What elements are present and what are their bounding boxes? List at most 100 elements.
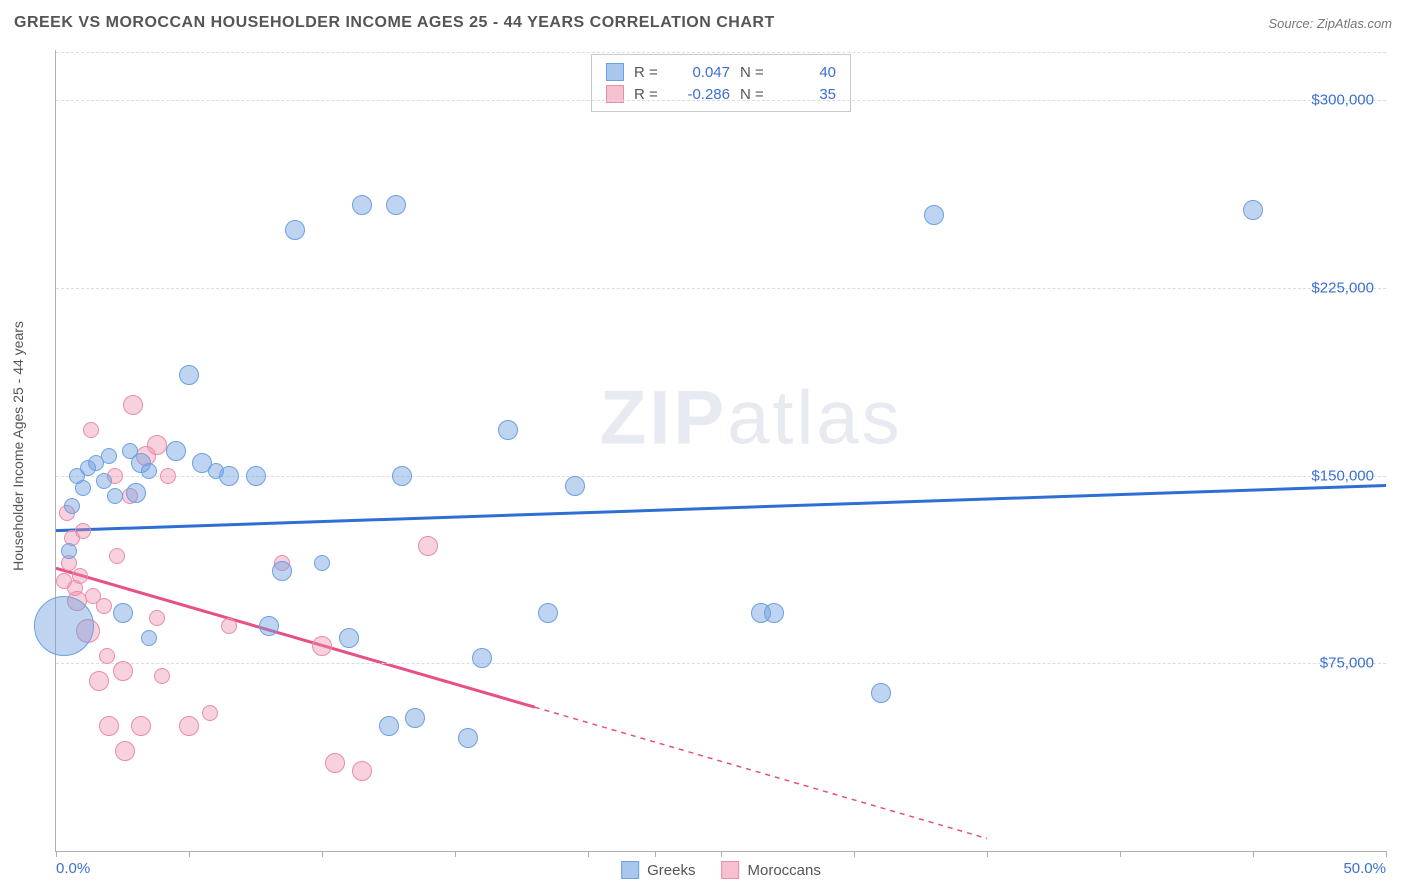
legend-item-greeks: Greeks	[621, 861, 695, 879]
data-point-moroccans	[325, 753, 345, 773]
x-tick	[655, 851, 656, 857]
data-point-moroccans	[96, 598, 112, 614]
y-tick-label: $300,000	[1311, 92, 1374, 109]
x-tick-label: 50.0%	[1343, 860, 1386, 877]
x-tick	[1386, 851, 1387, 857]
data-point-greeks	[272, 561, 292, 581]
data-point-moroccans	[113, 661, 133, 681]
data-point-greeks	[498, 420, 518, 440]
watermark: ZIPatlas	[600, 375, 903, 462]
data-point-greeks	[352, 195, 372, 215]
data-point-greeks	[339, 628, 359, 648]
n-label: N =	[740, 64, 768, 81]
x-tick	[854, 851, 855, 857]
gridline	[56, 288, 1386, 289]
data-point-moroccans	[154, 668, 170, 684]
data-point-moroccans	[131, 716, 151, 736]
correlation-legend: R = 0.047 N = 40 R = -0.286 N = 35	[591, 54, 851, 112]
correlation-legend-row-greeks: R = 0.047 N = 40	[606, 61, 836, 83]
gridline	[56, 663, 1386, 664]
data-point-moroccans	[75, 523, 91, 539]
data-point-greeks	[538, 603, 558, 623]
gridline	[56, 52, 1386, 53]
data-point-greeks	[285, 220, 305, 240]
data-point-greeks	[314, 555, 330, 571]
data-point-greeks	[61, 543, 77, 559]
data-point-moroccans	[418, 536, 438, 556]
data-point-greeks	[113, 603, 133, 623]
data-point-greeks	[219, 466, 239, 486]
watermark-atlas: atlas	[727, 376, 903, 461]
data-point-greeks	[101, 448, 117, 464]
x-tick	[1253, 851, 1254, 857]
legend-swatch-greeks	[621, 861, 639, 879]
data-point-moroccans	[160, 468, 176, 484]
data-point-greeks	[392, 466, 412, 486]
x-tick	[322, 851, 323, 857]
data-point-greeks	[565, 476, 585, 496]
correlation-legend-row-moroccans: R = -0.286 N = 35	[606, 83, 836, 105]
x-tick	[1120, 851, 1121, 857]
data-point-greeks	[405, 708, 425, 728]
x-tick	[56, 851, 57, 857]
data-point-greeks	[75, 480, 91, 496]
data-point-moroccans	[221, 618, 237, 634]
y-tick-label: $150,000	[1311, 467, 1374, 484]
watermark-zip: ZIP	[600, 376, 727, 461]
x-tick	[721, 851, 722, 857]
data-point-greeks	[126, 483, 146, 503]
data-point-moroccans	[89, 671, 109, 691]
data-point-greeks	[34, 596, 94, 656]
swatch-greeks	[606, 63, 624, 81]
x-tick	[987, 851, 988, 857]
chart-title: GREEK VS MOROCCAN HOUSEHOLDER INCOME AGE…	[14, 14, 775, 32]
data-point-greeks	[924, 205, 944, 225]
data-point-moroccans	[115, 741, 135, 761]
y-tick-label: $225,000	[1311, 279, 1374, 296]
r-label: R =	[634, 64, 662, 81]
data-point-greeks	[386, 195, 406, 215]
data-point-greeks	[64, 498, 80, 514]
data-point-greeks	[141, 630, 157, 646]
data-point-greeks	[871, 683, 891, 703]
legend-swatch-moroccans	[722, 861, 740, 879]
data-point-moroccans	[83, 422, 99, 438]
data-point-greeks	[458, 728, 478, 748]
data-point-moroccans	[99, 648, 115, 664]
data-point-greeks	[166, 441, 186, 461]
x-tick-label: 0.0%	[56, 860, 90, 877]
data-point-greeks	[764, 603, 784, 623]
data-point-greeks	[472, 648, 492, 668]
chart-header: GREEK VS MOROCCAN HOUSEHOLDER INCOME AGE…	[14, 14, 1392, 40]
trend-lines	[56, 50, 1386, 851]
data-point-moroccans	[149, 610, 165, 626]
y-axis-label: Householder Income Ages 25 - 44 years	[10, 321, 26, 571]
chart-source: Source: ZipAtlas.com	[1268, 16, 1392, 31]
data-point-moroccans	[202, 705, 218, 721]
x-tick	[588, 851, 589, 857]
data-point-moroccans	[109, 548, 125, 564]
data-point-moroccans	[147, 435, 167, 455]
data-point-moroccans	[72, 568, 88, 584]
legend-item-moroccans: Moroccans	[722, 861, 821, 879]
n-value-greeks: 40	[778, 64, 836, 81]
plot-area: ZIPatlas R = 0.047 N = 40 R = -0.286 N =…	[55, 50, 1386, 852]
data-point-moroccans	[352, 761, 372, 781]
data-point-greeks	[379, 716, 399, 736]
data-point-moroccans	[99, 716, 119, 736]
data-point-moroccans	[123, 395, 143, 415]
data-point-moroccans	[312, 636, 332, 656]
r-value-greeks: 0.047	[672, 64, 730, 81]
data-point-greeks	[1243, 200, 1263, 220]
legend-label-moroccans: Moroccans	[748, 862, 821, 879]
data-point-greeks	[179, 365, 199, 385]
data-point-greeks	[141, 463, 157, 479]
gridline	[56, 100, 1386, 101]
data-point-greeks	[259, 616, 279, 636]
x-tick	[189, 851, 190, 857]
data-point-greeks	[246, 466, 266, 486]
data-point-greeks	[96, 473, 112, 489]
x-tick	[455, 851, 456, 857]
series-legend: Greeks Moroccans	[621, 861, 821, 879]
legend-label-greeks: Greeks	[647, 862, 695, 879]
